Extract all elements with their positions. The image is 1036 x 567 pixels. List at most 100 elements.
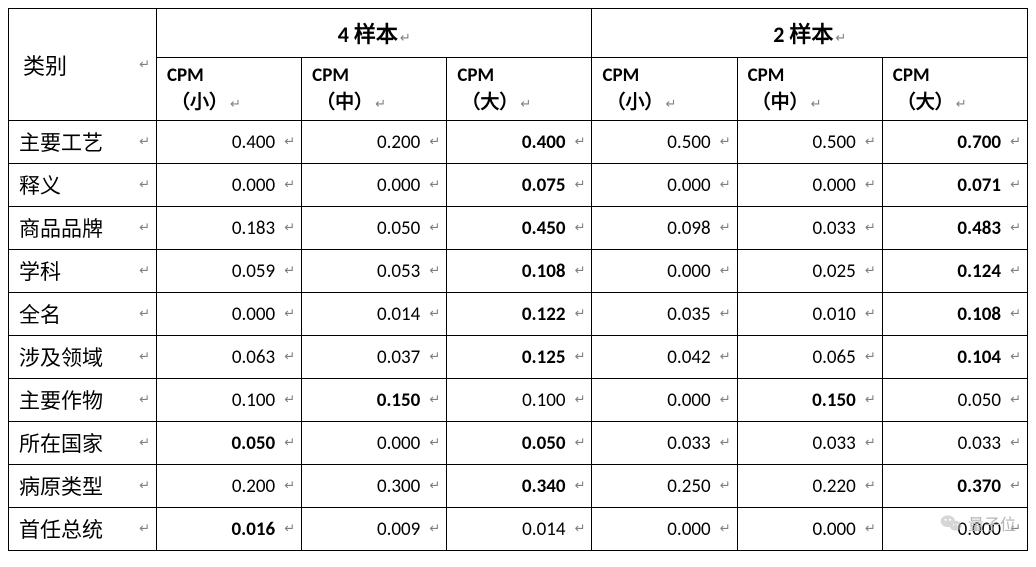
value-cell: 0.300↵ xyxy=(302,465,447,508)
return-mark-icon: ↵ xyxy=(284,522,295,537)
cpm-results-table: 类别↵ 4 样本↵ 2 样本↵ CPM（小）↵CPM（中）↵CPM（大）↵CPM… xyxy=(8,8,1028,551)
return-mark-icon: ↵ xyxy=(139,57,150,72)
value: 0.500 xyxy=(667,131,710,154)
return-mark-icon: ↵ xyxy=(284,178,295,193)
value-cell: 0.000 ↵ xyxy=(302,422,447,465)
group-header-2sample-label: 2 样本 xyxy=(773,21,833,48)
value-cell: 0.075 ↵ xyxy=(447,164,592,207)
return-mark-icon: ↵ xyxy=(865,178,876,193)
table-body: 主要工艺↵0.400↵0.200↵0.400↵0.500↵0.500↵0.700… xyxy=(9,121,1028,551)
value: 0.025 xyxy=(812,260,855,283)
return-mark-icon: ↵ xyxy=(429,307,440,322)
row-label-cell: 学科↵ xyxy=(9,250,157,293)
value: 0.033 xyxy=(958,432,1001,455)
value-cell: 0.108↵ xyxy=(882,293,1027,336)
category-header-label: 类别 xyxy=(23,53,67,80)
value: 0.075 xyxy=(522,174,566,197)
value: 0.183 xyxy=(232,217,275,240)
group-header-4sample: 4 样本↵ xyxy=(157,9,592,58)
value-cell: 0.108↵ xyxy=(447,250,592,293)
value: 0.000 xyxy=(377,432,420,455)
row-label-cell: 病原类型 ↵ xyxy=(9,465,157,508)
value: 0.014 xyxy=(377,303,420,326)
value-cell: 0.033↵ xyxy=(737,207,882,250)
return-mark-icon: ↵ xyxy=(284,221,295,236)
value-cell: 0.250↵ xyxy=(592,465,737,508)
row-label: 主要作物 xyxy=(19,388,103,414)
value: 0.000 xyxy=(812,518,855,541)
return-mark-icon: ↵ xyxy=(1010,264,1021,279)
row-label: 主要工艺 xyxy=(19,130,103,156)
value-cell: 0.700↵ xyxy=(882,121,1027,164)
value-cell: 0.098↵ xyxy=(592,207,737,250)
subheader-cell: CPM（中）↵ xyxy=(302,58,447,121)
return-mark-icon: ↵ xyxy=(720,393,731,408)
subheader-line1: CPM xyxy=(602,64,726,87)
row-label-cell: 主要作物↵ xyxy=(9,379,157,422)
subheader-line2: （小） xyxy=(167,91,228,114)
return-mark-icon: ↵ xyxy=(720,307,731,322)
value: 0.300 xyxy=(377,475,420,498)
value: 0.035 xyxy=(667,303,710,326)
value-cell: 0.220↵ xyxy=(737,465,882,508)
return-mark-icon: ↵ xyxy=(429,221,440,236)
return-mark-icon: ↵ xyxy=(429,436,440,451)
return-mark-icon: ↵ xyxy=(139,479,150,494)
value-cell: 0.100↵ xyxy=(447,379,592,422)
row-label: 释义 xyxy=(19,173,61,199)
row-label: 涉及领域 xyxy=(19,345,103,371)
return-mark-icon: ↵ xyxy=(284,350,295,365)
table-row: 主要作物↵0.100↵0.150↵0.100↵0.000↵0.150↵0.050… xyxy=(9,379,1028,422)
subheader-line1: CPM xyxy=(893,64,1017,87)
value: 0.400 xyxy=(232,131,275,154)
return-mark-icon: ↵ xyxy=(956,97,967,112)
return-mark-icon: ↵ xyxy=(865,522,876,537)
value-cell: 0.000↵ xyxy=(157,293,302,336)
value: 0.104 xyxy=(957,346,1001,369)
value-cell: 0.000↵ xyxy=(882,508,1027,551)
value: 0.700 xyxy=(957,131,1001,154)
value-cell: 0.400 ↵ xyxy=(157,121,302,164)
return-mark-icon: ↵ xyxy=(575,221,586,236)
value-cell: 0.033↵ xyxy=(882,422,1027,465)
return-mark-icon: ↵ xyxy=(284,264,295,279)
return-mark-icon: ↵ xyxy=(284,135,295,150)
value-cell: 0.150↵ xyxy=(302,379,447,422)
table-row: 涉及领域↵0.063↵0.037↵0.125↵0.042↵0.065↵0.104… xyxy=(9,336,1028,379)
value: 0.122 xyxy=(522,303,566,326)
value-cell: 0.400↵ xyxy=(447,121,592,164)
row-label: 学科 xyxy=(19,259,61,285)
return-mark-icon: ↵ xyxy=(720,264,731,279)
value: 0.124 xyxy=(957,260,1001,283)
table-row: 释义↵0.000↵0.000↵0.075↵0.000↵0.000↵0.071↵ xyxy=(9,164,1028,207)
value-cell: 0.014↵ xyxy=(447,508,592,551)
return-mark-icon: ↵ xyxy=(284,307,295,322)
value: 0.033 xyxy=(667,432,710,455)
value-cell: 0.035 ↵ xyxy=(592,293,737,336)
group-header-2sample: 2 样本↵ xyxy=(592,9,1028,58)
row-label: 首任总统 xyxy=(19,517,103,543)
return-mark-icon: ↵ xyxy=(284,436,295,451)
return-mark-icon: ↵ xyxy=(865,221,876,236)
subheader-line1: CPM xyxy=(748,64,872,87)
row-label: 全名 xyxy=(19,302,61,328)
value-cell: 0.150↵ xyxy=(737,379,882,422)
value-cell: 0.033↵ xyxy=(737,422,882,465)
value: 0.016 xyxy=(232,518,276,541)
return-mark-icon: ↵ xyxy=(575,479,586,494)
value-cell: 0.000↵ xyxy=(592,250,737,293)
value: 0.220 xyxy=(812,475,855,498)
row-label: 病原类型 xyxy=(19,474,103,500)
return-mark-icon: ↵ xyxy=(139,522,150,537)
return-mark-icon: ↵ xyxy=(575,178,586,193)
value: 0.200 xyxy=(232,475,275,498)
value: 0.063 xyxy=(232,346,275,369)
return-mark-icon: ↵ xyxy=(284,479,295,494)
return-mark-icon: ↵ xyxy=(865,264,876,279)
return-mark-icon: ↵ xyxy=(665,97,676,112)
value: 0.483 xyxy=(957,217,1001,240)
return-mark-icon: ↵ xyxy=(1010,479,1021,494)
return-mark-icon: ↵ xyxy=(720,350,731,365)
table-row: 病原类型↵0.200↵0.300↵0.340↵0.250↵0.220↵0.370… xyxy=(9,465,1028,508)
subheader-cell: CPM（大）↵ xyxy=(882,58,1027,121)
